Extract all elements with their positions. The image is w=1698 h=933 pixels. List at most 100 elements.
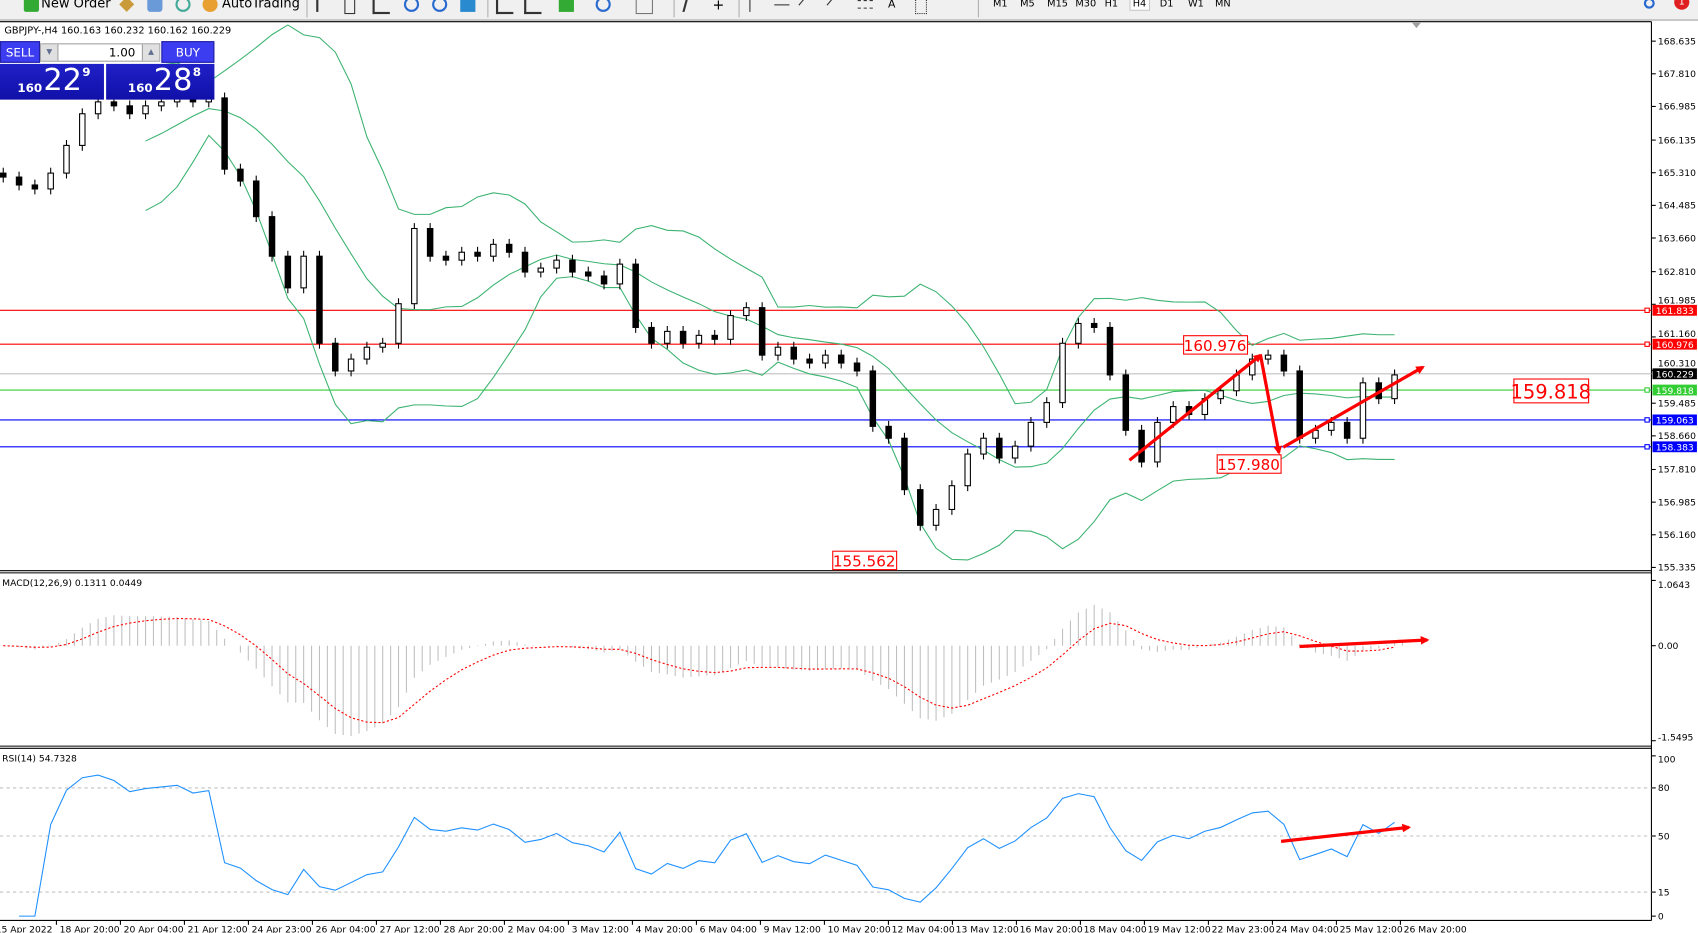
- arrow-up-2[interactable]: [1282, 365, 1425, 449]
- candle: [632, 263, 639, 328]
- fibonacci-icon[interactable]: [857, 0, 873, 9]
- svg-text:159.818: 159.818: [1510, 381, 1591, 404]
- time-tick: 12 May 04:00: [892, 924, 955, 933]
- scroll-chart-icon[interactable]: [495, 0, 514, 15]
- chart-shift-icon[interactable]: [524, 0, 542, 15]
- timeframe-m15[interactable]: M15: [1047, 0, 1068, 10]
- arrow-down[interactable]: [1258, 354, 1282, 455]
- level-price-tag: 160.229: [1656, 370, 1694, 381]
- zoom-out-icon[interactable]: [432, 0, 448, 12]
- candle: [695, 334, 703, 344]
- zoom-in-icon[interactable]: [403, 0, 420, 12]
- candle: [1138, 429, 1145, 463]
- horizontal-line-icon[interactable]: [774, 0, 790, 6]
- price-tick: 166.985: [1658, 102, 1696, 113]
- candle: [837, 354, 845, 364]
- timeframe-m30[interactable]: M30: [1075, 0, 1097, 10]
- candle: [1043, 402, 1050, 423]
- timeframe-m5[interactable]: M5: [1020, 0, 1035, 10]
- time-tick: 18 May 04:00: [1084, 924, 1147, 933]
- candle: [727, 315, 734, 340]
- line-chart-icon[interactable]: [372, 0, 390, 15]
- lot-decrease-icon[interactable]: ▼: [41, 44, 59, 61]
- rsi-tick: 50: [1658, 831, 1670, 842]
- candle: [600, 275, 608, 285]
- level-handle[interactable]: [1644, 444, 1650, 450]
- price-label-high[interactable]: 160.976: [1183, 335, 1249, 355]
- tile-windows-icon[interactable]: [460, 0, 476, 12]
- bid-pipette: 9: [82, 64, 91, 80]
- bid-prefix: 160: [17, 81, 43, 96]
- candle: [458, 251, 466, 261]
- trend-arrows[interactable]: [1128, 353, 1430, 844]
- rsi-arrow[interactable]: [1280, 823, 1412, 844]
- macd-tick: -1.5495: [1658, 733, 1694, 744]
- new-order-icon: [23, 0, 39, 12]
- ask-price[interactable]: 160 28 8: [106, 62, 215, 100]
- candle: [1027, 421, 1035, 447]
- level-price-tag: 159.818: [1656, 386, 1694, 397]
- timeframe-m1[interactable]: M1: [993, 0, 1008, 10]
- macd-arrow[interactable]: [1299, 636, 1430, 649]
- rsi-tick: 0: [1658, 911, 1664, 922]
- text-label-icon[interactable]: [915, 0, 927, 15]
- price-tick: 162.810: [1658, 267, 1696, 278]
- timeframe-w1[interactable]: W1: [1187, 0, 1204, 10]
- notification-badge[interactable]: 1: [1674, 0, 1690, 10]
- price-label-bottom[interactable]: 155.562: [832, 550, 898, 570]
- price-label-level[interactable]: 159.818: [1510, 378, 1591, 404]
- bar-chart-icon[interactable]: [316, 0, 333, 12]
- svg-text:160.976: 160.976: [1184, 337, 1247, 355]
- level-price-tag-bg: [1652, 441, 1697, 453]
- candle: [1249, 358, 1256, 376]
- candle: [316, 255, 323, 344]
- level-handle[interactable]: [1644, 417, 1650, 423]
- candle: [411, 227, 418, 305]
- rsi-line: [19, 774, 1395, 917]
- candle: [1343, 421, 1351, 439]
- candle: [996, 437, 1003, 459]
- candle: [853, 362, 861, 372]
- lot-increase-icon[interactable]: ▲: [141, 44, 160, 61]
- price-label-low[interactable]: 157.980: [1216, 454, 1282, 474]
- timeframe-h1[interactable]: H1: [1104, 0, 1119, 10]
- candlestick-icon[interactable]: [344, 0, 356, 15]
- text-tool-icon[interactable]: A: [887, 0, 896, 11]
- bid-price[interactable]: 160 22 9: [0, 62, 104, 100]
- signals-icon[interactable]: [175, 0, 191, 12]
- navigator-icon[interactable]: [147, 0, 163, 12]
- arrow-up-1[interactable]: [1128, 353, 1263, 462]
- candle: [1169, 406, 1177, 423]
- macd-tick: 1.0643: [1658, 580, 1690, 591]
- periods-icon[interactable]: [595, 0, 611, 12]
- crosshair-icon[interactable]: +: [712, 0, 725, 15]
- bollinger-middle: [145, 108, 1395, 468]
- level-handle[interactable]: [1644, 387, 1650, 393]
- time-tick: 22 May 23:00: [1212, 924, 1275, 933]
- time-tick: 13 May 12:00: [956, 924, 1019, 933]
- templates-icon[interactable]: [635, 0, 653, 15]
- vertical-line-icon[interactable]: [749, 0, 765, 12]
- timeframe-d1[interactable]: D1: [1159, 0, 1174, 10]
- search-icon[interactable]: [1643, 0, 1655, 9]
- auto-trading-button[interactable]: AutoTrading: [221, 0, 300, 11]
- one-click-trading-panel: SELL ▼ 1.00 ▲ BUY 160 22 9 160 28 8: [0, 41, 215, 100]
- indicators-icon[interactable]: [558, 0, 574, 12]
- chart-shift-marker[interactable]: [1412, 22, 1421, 29]
- candle: [790, 346, 798, 360]
- candle: [426, 227, 434, 257]
- lot-size-input[interactable]: ▼ 1.00 ▲: [40, 43, 161, 62]
- timeframe-mn[interactable]: MN: [1215, 0, 1231, 10]
- candle: [1154, 421, 1161, 463]
- level-handle[interactable]: [1644, 341, 1650, 347]
- level-handle[interactable]: [1644, 307, 1650, 314]
- timeframe-h4[interactable]: H4: [1129, 0, 1150, 11]
- buy-button[interactable]: BUY: [161, 41, 215, 63]
- sell-button[interactable]: SELL: [0, 41, 41, 63]
- new-order-button[interactable]: New Order: [41, 0, 111, 11]
- candle: [948, 485, 956, 510]
- price-tick: 160.310: [1658, 359, 1696, 370]
- candle: [1391, 374, 1398, 400]
- candle: [711, 334, 718, 340]
